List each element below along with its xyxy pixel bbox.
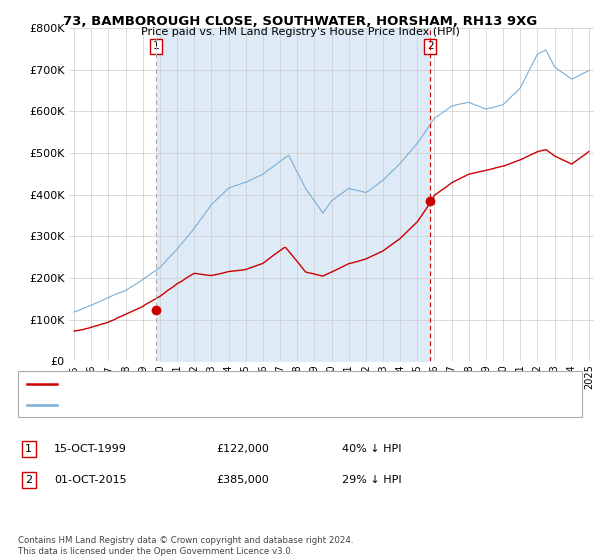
Text: £385,000: £385,000 bbox=[216, 475, 269, 485]
Text: 2: 2 bbox=[25, 475, 32, 485]
Text: £122,000: £122,000 bbox=[216, 444, 269, 454]
Text: Contains HM Land Registry data © Crown copyright and database right 2024.
This d: Contains HM Land Registry data © Crown c… bbox=[18, 536, 353, 556]
Text: 01-OCT-2015: 01-OCT-2015 bbox=[54, 475, 127, 485]
Text: 40% ↓ HPI: 40% ↓ HPI bbox=[342, 444, 401, 454]
Text: 2: 2 bbox=[427, 41, 433, 52]
Text: 29% ↓ HPI: 29% ↓ HPI bbox=[342, 475, 401, 485]
Text: 15-OCT-1999: 15-OCT-1999 bbox=[54, 444, 127, 454]
Text: Price paid vs. HM Land Registry's House Price Index (HPI): Price paid vs. HM Land Registry's House … bbox=[140, 27, 460, 37]
Text: 73, BAMBOROUGH CLOSE, SOUTHWATER, HORSHAM, RH13 9XG: 73, BAMBOROUGH CLOSE, SOUTHWATER, HORSHA… bbox=[63, 15, 537, 28]
Text: 1: 1 bbox=[153, 41, 160, 52]
Text: 1: 1 bbox=[25, 444, 32, 454]
Text: 73, BAMBOROUGH CLOSE, SOUTHWATER, HORSHAM, RH13 9XG (detached house): 73, BAMBOROUGH CLOSE, SOUTHWATER, HORSHA… bbox=[63, 379, 473, 389]
Text: HPI: Average price, detached house, Horsham: HPI: Average price, detached house, Hors… bbox=[63, 400, 292, 410]
